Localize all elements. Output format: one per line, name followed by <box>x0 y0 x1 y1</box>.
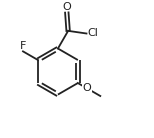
Text: Cl: Cl <box>87 28 98 38</box>
Text: O: O <box>62 2 71 12</box>
Text: F: F <box>20 41 26 51</box>
Text: O: O <box>83 83 91 93</box>
